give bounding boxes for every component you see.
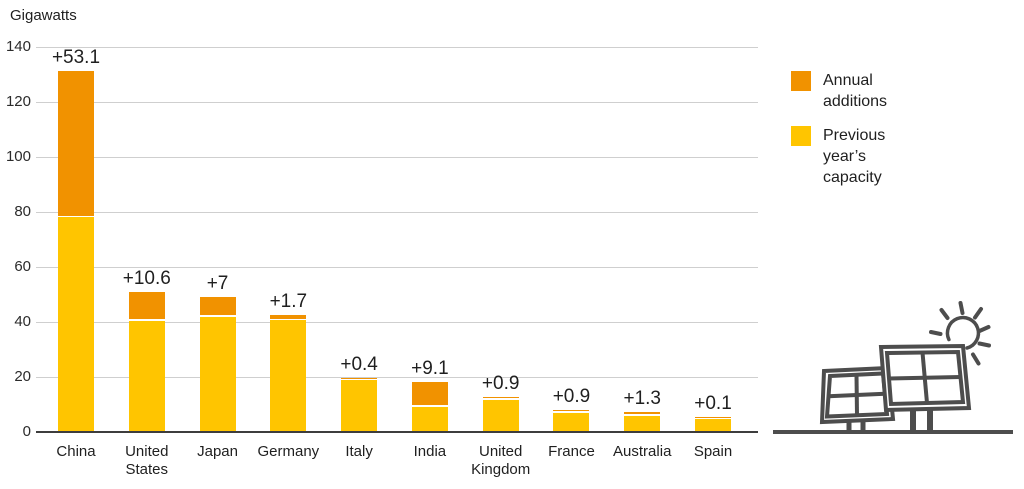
category-label-germany: Germany: [257, 443, 320, 460]
gridline: [36, 321, 758, 323]
segment-previous-capacity: [128, 320, 165, 432]
segment-divider: [270, 318, 307, 321]
bar-japan: [199, 297, 236, 432]
segment-divider: [341, 378, 378, 381]
gridline: [36, 211, 758, 213]
segment-annual-additions: [128, 291, 165, 320]
bar-united-kingdom: [482, 397, 519, 432]
segment-previous-capacity: [695, 419, 732, 432]
segment-divider: [128, 319, 165, 321]
bar-united-states: [128, 291, 165, 432]
segment-previous-capacity: [270, 320, 307, 432]
y-tick-label: 60: [14, 258, 31, 275]
segment-divider: [411, 405, 448, 407]
category-label-india: India: [413, 443, 447, 460]
solar-panel-large: [878, 343, 972, 432]
y-tick-label: 140: [5, 38, 31, 55]
solar-panel-small: [819, 365, 896, 432]
legend-swatch-previous-capacity: [791, 126, 811, 146]
category-label-spain: Spain: [693, 443, 733, 460]
segment-annual-additions: [58, 71, 94, 216]
segment-annual-additions: [270, 315, 307, 319]
x-axis-baseline: [36, 431, 758, 433]
segment-annual-additions: [341, 377, 378, 379]
legend-label-previous-capacity: Previous year’s capacity: [823, 127, 886, 186]
y-tick-label: 0: [22, 423, 31, 440]
sun-icon: [929, 301, 991, 366]
legend-label-annual-additions: Annual additions: [823, 72, 888, 110]
segment-previous-capacity: [482, 399, 519, 432]
segment-previous-capacity: [341, 380, 378, 432]
bar-value-label-spain: +0.1: [694, 392, 732, 414]
y-tick-label: 100: [5, 148, 31, 165]
legend-swatch-annual-additions: [791, 71, 811, 91]
y-tick-label: 40: [14, 313, 31, 330]
y-tick-label: 20: [14, 368, 31, 385]
bar-india: [411, 381, 448, 432]
legend-item-previous-capacity: Previous year’s capacity: [791, 125, 909, 188]
category-label-australia: Australia: [613, 443, 672, 460]
segment-annual-additions: [695, 416, 732, 418]
solar-panel-illustration: [773, 301, 1013, 434]
category-label-italy: Italy: [345, 443, 373, 460]
bar-china: [58, 71, 94, 432]
segment-previous-capacity: [553, 412, 590, 432]
segment-divider: [553, 411, 590, 413]
bar-value-label-china: +53.1: [51, 47, 101, 69]
bar-value-label-united-states: +10.6: [122, 267, 171, 289]
segment-divider: [624, 414, 661, 416]
segment-divider: [482, 398, 519, 400]
legend: Annual additions Previous year’s capacit…: [791, 70, 909, 188]
segment-previous-capacity: [199, 316, 236, 432]
bar-spain: [695, 416, 732, 432]
bar-value-label-india: +9.1: [411, 357, 449, 379]
segment-annual-additions: [553, 410, 590, 411]
gridline: [36, 376, 758, 378]
segment-previous-capacity: [411, 406, 448, 432]
segment-annual-additions: [199, 297, 236, 315]
y-tick-label: 80: [14, 203, 31, 220]
bar-chart-plot: 0 20 40 60 80 100 120 140 +53.1 China +10.6 United …: [5, 38, 758, 478]
bar-france: [553, 410, 590, 432]
bar-italy: [341, 377, 378, 432]
category-label-france: France: [548, 443, 595, 460]
segment-annual-additions: [411, 381, 448, 406]
legend-item-annual-additions: Annual additions: [791, 70, 909, 112]
category-label-united-kingdom: United Kingdom: [471, 443, 531, 478]
segment-annual-additions: [482, 397, 519, 399]
category-label-japan: Japan: [197, 443, 238, 460]
category-label-united-states: United States: [125, 443, 169, 478]
bar-value-label-germany: +1.7: [269, 291, 308, 313]
segment-previous-capacity: [58, 217, 94, 432]
bar-germany: [270, 315, 307, 432]
gridline: [36, 101, 758, 103]
segment-previous-capacity: [624, 415, 661, 432]
segment-annual-additions: [624, 412, 661, 415]
bar-value-label-united-kingdom: +0.9: [481, 373, 520, 395]
gridline: [36, 46, 758, 48]
segment-divider: [58, 215, 94, 218]
segment-divider: [199, 315, 236, 317]
bar-value-label-france: +0.9: [552, 386, 591, 407]
segment-divider: [695, 417, 732, 420]
y-tick-label: 120: [5, 93, 31, 110]
bar-value-label-australia: +1.3: [623, 388, 661, 410]
gridline: [36, 266, 758, 268]
bar-australia: [624, 412, 661, 432]
gridline: [36, 156, 758, 158]
y-axis-title: Gigawatts: [10, 7, 77, 24]
category-label-china: China: [56, 443, 96, 460]
bar-value-label-italy: +0.4: [340, 353, 378, 375]
bar-value-label-japan: +7: [206, 273, 229, 295]
